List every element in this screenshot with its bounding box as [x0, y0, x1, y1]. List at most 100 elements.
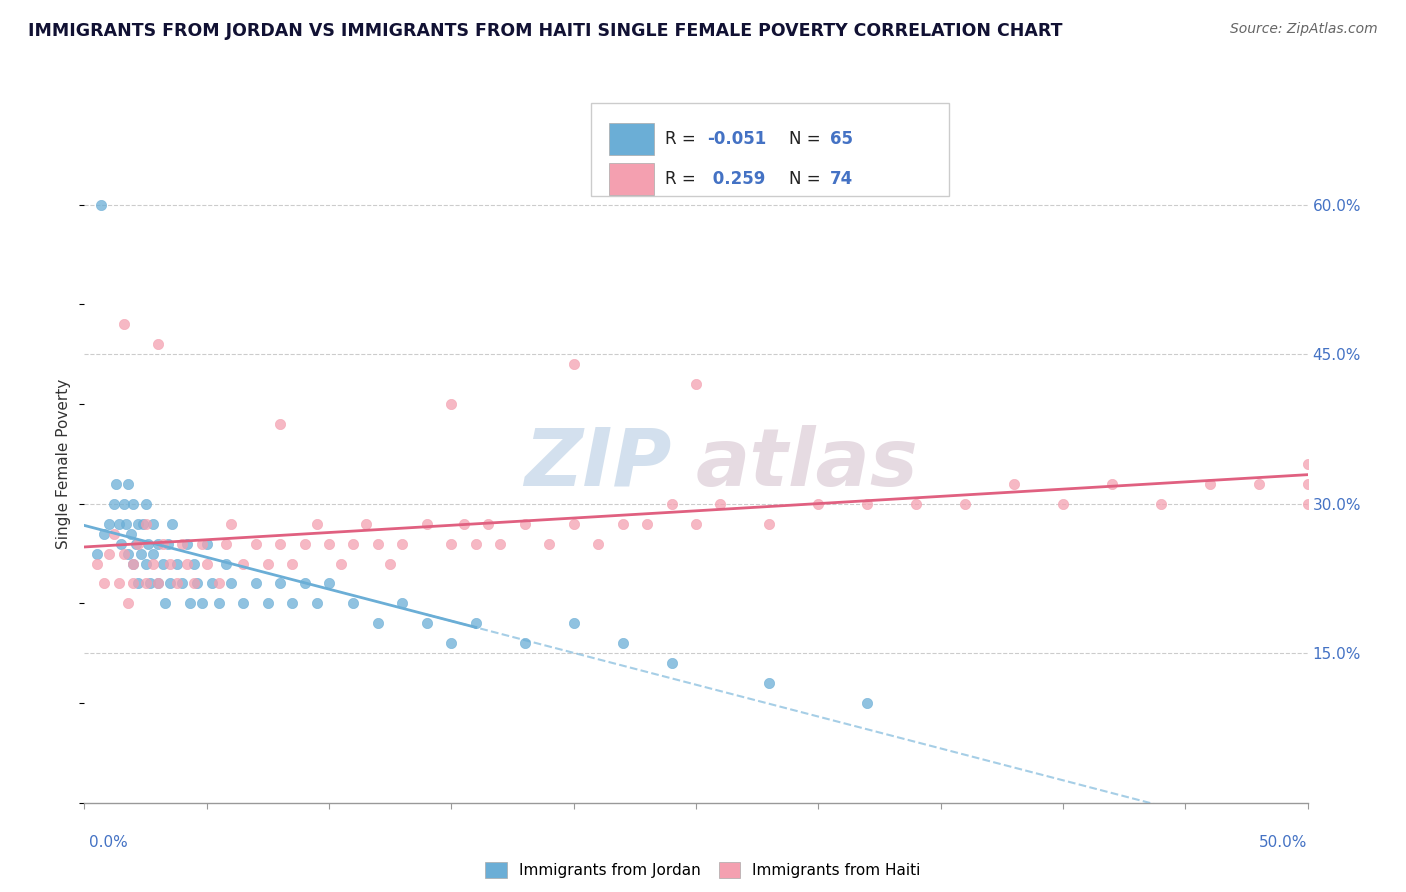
Point: [1296, 457, 1319, 471]
Point: [122, 557, 145, 571]
Point: [172, 536, 194, 550]
Point: [1052, 497, 1074, 511]
Point: [562, 516, 585, 531]
Point: [129, 547, 152, 561]
Point: [380, 557, 402, 571]
Point: [269, 417, 291, 431]
Point: [105, 476, 128, 491]
Point: [367, 536, 389, 550]
Point: [107, 576, 129, 591]
Text: N =: N =: [789, 170, 825, 188]
Point: [586, 536, 609, 550]
Point: [538, 536, 561, 550]
Legend: Immigrants from Jordan, Immigrants from Haiti: Immigrants from Jordan, Immigrants from …: [479, 856, 927, 884]
Point: [257, 557, 280, 571]
Point: [195, 536, 218, 550]
Point: [391, 596, 413, 610]
Point: [440, 397, 463, 411]
Point: [176, 536, 198, 550]
Point: [1101, 476, 1123, 491]
Point: [758, 516, 780, 531]
Point: [856, 696, 879, 710]
Point: [453, 516, 475, 531]
Point: [86, 557, 108, 571]
Point: [122, 576, 145, 591]
Point: [1150, 497, 1173, 511]
Point: [208, 576, 231, 591]
Point: [142, 547, 165, 561]
Point: [156, 536, 179, 550]
Text: 74: 74: [830, 170, 853, 188]
Text: -0.051: -0.051: [707, 130, 766, 148]
Point: [294, 576, 316, 591]
Point: [612, 516, 634, 531]
Point: [245, 576, 267, 591]
Point: [146, 337, 169, 351]
Point: [281, 596, 304, 610]
Point: [905, 497, 928, 511]
Point: [245, 536, 267, 550]
Text: R =: R =: [665, 130, 702, 148]
Text: 50.0%: 50.0%: [1260, 836, 1308, 850]
Point: [110, 536, 132, 550]
Point: [219, 516, 242, 531]
Point: [179, 596, 201, 610]
Point: [562, 616, 585, 631]
Point: [122, 557, 145, 571]
Point: [142, 557, 165, 571]
Point: [162, 516, 184, 531]
Point: [146, 536, 169, 550]
Point: [636, 516, 658, 531]
Point: [318, 536, 340, 550]
Point: [342, 596, 364, 610]
Point: [186, 576, 208, 591]
Point: [208, 596, 231, 610]
Text: atlas: atlas: [696, 425, 918, 503]
Point: [269, 576, 291, 591]
Point: [120, 526, 142, 541]
Point: [562, 357, 585, 371]
Point: [200, 576, 222, 591]
Point: [685, 516, 707, 531]
Point: [97, 516, 120, 531]
Point: [513, 636, 536, 650]
Point: [330, 557, 353, 571]
Point: [661, 497, 683, 511]
Point: [117, 476, 139, 491]
Text: 0.0%: 0.0%: [89, 836, 128, 850]
Point: [166, 557, 188, 571]
Point: [612, 636, 634, 650]
Point: [139, 576, 162, 591]
Text: 0.259: 0.259: [707, 170, 766, 188]
Point: [103, 497, 125, 511]
Point: [127, 516, 149, 531]
Point: [195, 557, 218, 571]
Point: [152, 557, 174, 571]
Point: [112, 318, 135, 332]
Point: [856, 497, 879, 511]
Point: [953, 497, 976, 511]
Point: [117, 547, 139, 561]
Point: [464, 536, 486, 550]
Point: [281, 557, 304, 571]
Point: [758, 676, 780, 690]
Point: [135, 576, 157, 591]
Point: [1198, 476, 1220, 491]
Point: [305, 596, 328, 610]
Point: [127, 576, 149, 591]
Point: [103, 526, 125, 541]
Point: [440, 536, 463, 550]
Point: [135, 557, 157, 571]
Point: [219, 576, 242, 591]
Point: [709, 497, 731, 511]
Point: [1002, 476, 1025, 491]
Point: [305, 516, 328, 531]
Point: [112, 547, 135, 561]
Point: [1296, 497, 1319, 511]
Point: [215, 536, 238, 550]
Text: R =: R =: [665, 170, 702, 188]
Text: IMMIGRANTS FROM JORDAN VS IMMIGRANTS FROM HAITI SINGLE FEMALE POVERTY CORRELATIO: IMMIGRANTS FROM JORDAN VS IMMIGRANTS FRO…: [28, 22, 1063, 40]
Point: [112, 497, 135, 511]
Point: [93, 576, 115, 591]
Point: [183, 557, 205, 571]
